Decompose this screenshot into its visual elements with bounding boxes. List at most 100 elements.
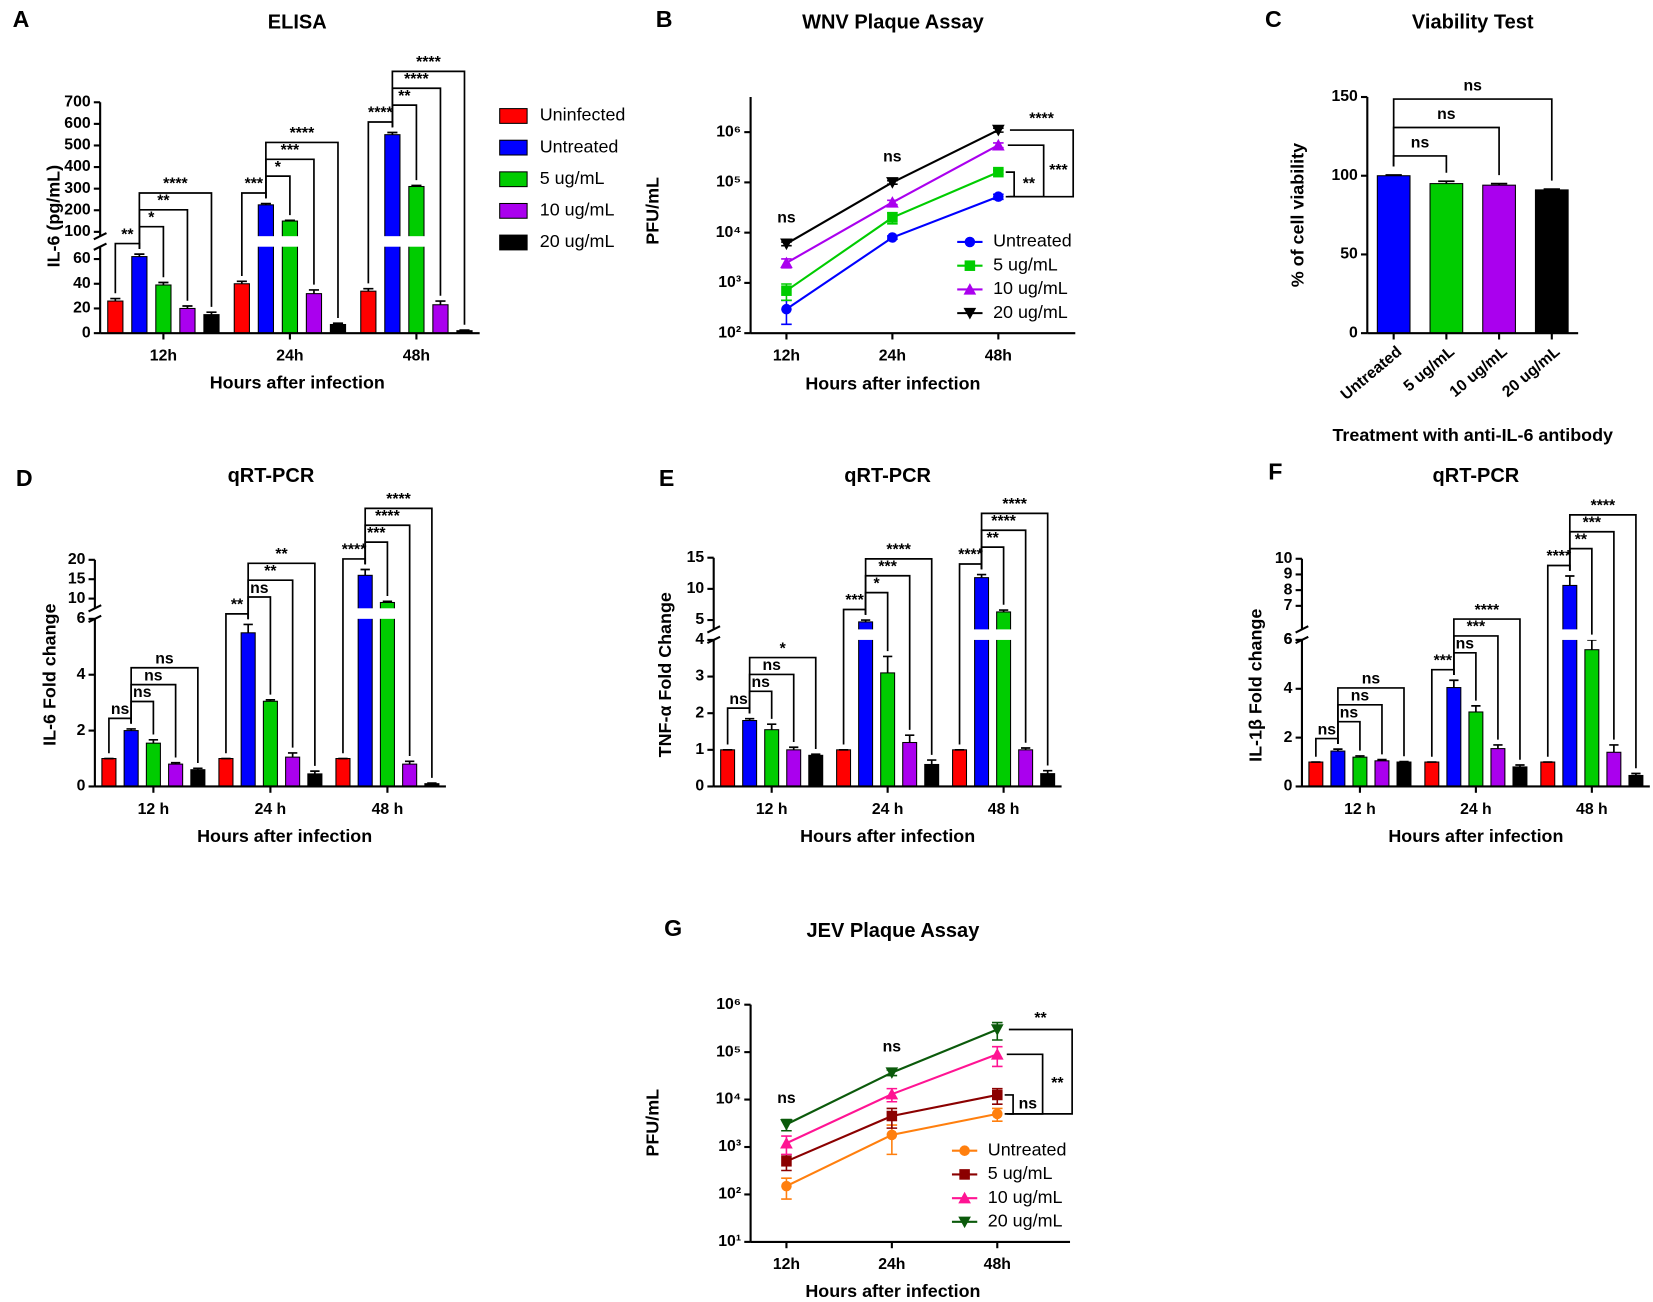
error-bar [260,202,271,205]
bar [1330,750,1346,787]
sig-bracket [138,192,213,307]
bar [1468,711,1484,787]
sig-label: ns [729,691,748,708]
legend-label: 5 ug/mL [993,254,1058,274]
sig-label: ns [144,667,163,684]
x-tick-label: 48h [403,348,430,365]
marker [886,177,899,189]
marker [780,1136,793,1149]
x-axis-label: Hours after infection [805,1281,980,1301]
error-bar [811,753,821,756]
y-tick-label: 10² [718,1186,741,1203]
bar [305,293,323,334]
bar [1628,774,1644,787]
sig-label: * [148,209,155,226]
y-tick-label: 60 [73,250,91,267]
error-bar [170,761,181,765]
bar [379,601,395,787]
bar [1490,748,1506,787]
bar [307,773,323,787]
bar [131,256,148,334]
sig-label: ns [1456,636,1475,653]
y-tick-label: 9 [1284,566,1293,583]
sig-label: ns [762,657,781,674]
y-tick-label: 20 [68,551,86,568]
bar [329,323,347,334]
error-bar [435,300,446,305]
error-bar [976,573,987,578]
legend-marker [959,1169,970,1180]
bar [808,754,824,787]
sig-bracket [1009,129,1075,198]
error-bar [1565,575,1575,586]
error-bar [287,752,298,758]
x-tick-label: 48 h [372,801,404,818]
x-axis-label: Treatment with anti-IL-6 antibody [1332,425,1613,445]
bar [285,756,301,787]
bar [1374,760,1390,787]
bar [168,763,184,787]
y-axis-label: TNF-α Fold Change [655,592,675,757]
sig-label: **** [1475,602,1500,619]
x-tick-label: 10 ug/mL [1447,343,1511,401]
sig-label: ** [398,88,411,105]
bar [1376,175,1411,334]
sig-label: *** [245,176,264,193]
error-bar [1587,639,1597,650]
sig-label: ns [777,1090,796,1107]
y-tick-label: 3 [695,668,704,685]
sig-label: ** [157,193,170,210]
x-tick-label: 48 h [1576,801,1608,818]
legend-label: 5 ug/mL [540,168,605,188]
marker [993,191,1004,202]
error-bar [148,738,159,744]
y-tick-label: 20 [73,300,91,317]
panel-letter: E [659,465,674,491]
x-tick-label: 24h [879,348,906,365]
sig-bracket [748,690,773,719]
panel-letter: F [1268,458,1282,484]
sig-label: ns [155,651,174,668]
sig-label: ** [1051,1075,1064,1092]
error-bar [1355,755,1365,758]
bar [1424,761,1440,787]
sig-label: ** [121,226,134,243]
y-tick-label: 4 [77,666,86,683]
sig-bracket [265,141,339,319]
y-axis-label: PFU/mL [642,177,662,245]
legend-label: 20 ug/mL [988,1211,1063,1231]
sig-bracket [364,507,433,778]
sig-label: ** [1575,531,1588,548]
bar [1446,687,1462,787]
sig-label: * [275,159,282,176]
x-tick-label: 12h [773,348,800,365]
y-tick-label: 100 [1331,167,1358,184]
error-bar [387,131,398,135]
bar [902,741,918,787]
bar [384,134,401,334]
marker [992,1108,1003,1120]
sig-bracket [1392,155,1448,173]
error-bar [404,760,415,765]
y-tick-label: 10¹ [718,1233,741,1250]
chart-title: qRT-PCR [844,465,931,487]
legend-swatch [499,171,528,188]
x-tick-label: 12h [150,348,177,365]
error-bar [363,287,374,292]
error-bar [1471,705,1481,712]
sig-label: **** [1002,496,1027,513]
marker [781,303,792,315]
error-bar [905,734,915,743]
bar [203,314,220,334]
y-tick-label: 2 [1284,729,1293,746]
bar [1534,189,1569,334]
x-tick-label: 24 h [872,801,904,818]
bar [836,749,852,787]
y-tick-label: 8 [1284,581,1293,598]
error-bar [1438,180,1455,184]
x-tick-label: 12 h [138,801,170,818]
sig-label: **** [163,176,188,193]
x-tick-label: 12 h [756,801,788,818]
bar [1584,649,1600,787]
